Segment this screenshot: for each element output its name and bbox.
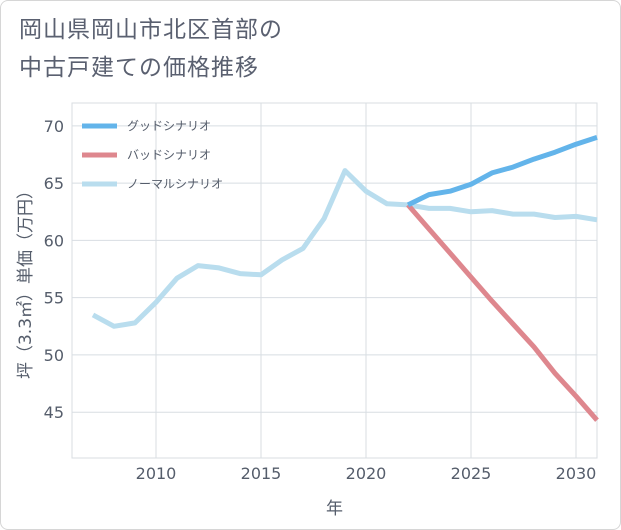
y-axis-title: 坪（3.3㎡）単価（万円） <box>16 182 36 379</box>
series-line-1 <box>406 135 598 208</box>
x-tick-label: 2015 <box>241 464 282 483</box>
y-tick-label: 70 <box>44 117 64 136</box>
plot-frame <box>71 102 598 459</box>
series-layer <box>91 135 599 422</box>
legend-label-1: グッドシナリオ <box>127 119 211 133</box>
x-tick-label: 2030 <box>556 464 597 483</box>
y-tick-label: 45 <box>44 403 64 422</box>
y-tick-label: 60 <box>44 231 64 250</box>
x-axis-title: 年 <box>326 499 343 519</box>
y-tick-label: 55 <box>44 289 64 308</box>
x-tick-label: 2020 <box>346 464 387 483</box>
chart-title-line2: 中古戸建ての価格推移 <box>19 55 259 81</box>
series-line-2 <box>406 203 599 422</box>
y-tick-label: 50 <box>44 346 64 365</box>
legend-label-3: ノーマルシナリオ <box>127 177 223 191</box>
chart-title: 岡山県岡山市北区首部の 中古戸建ての価格推移 <box>19 11 283 87</box>
y-tick-label: 65 <box>44 174 64 193</box>
chart-title-line1: 岡山県岡山市北区首部の <box>19 17 283 43</box>
legend-label-2: バッドシナリオ <box>127 148 211 162</box>
series-line-3 <box>91 168 598 329</box>
axes: 45 50 55 60 65 70 2010 2015 2020 2025 2030 <box>44 117 597 483</box>
x-tick-label: 2025 <box>451 464 492 483</box>
x-tick-label: 2010 <box>136 464 177 483</box>
